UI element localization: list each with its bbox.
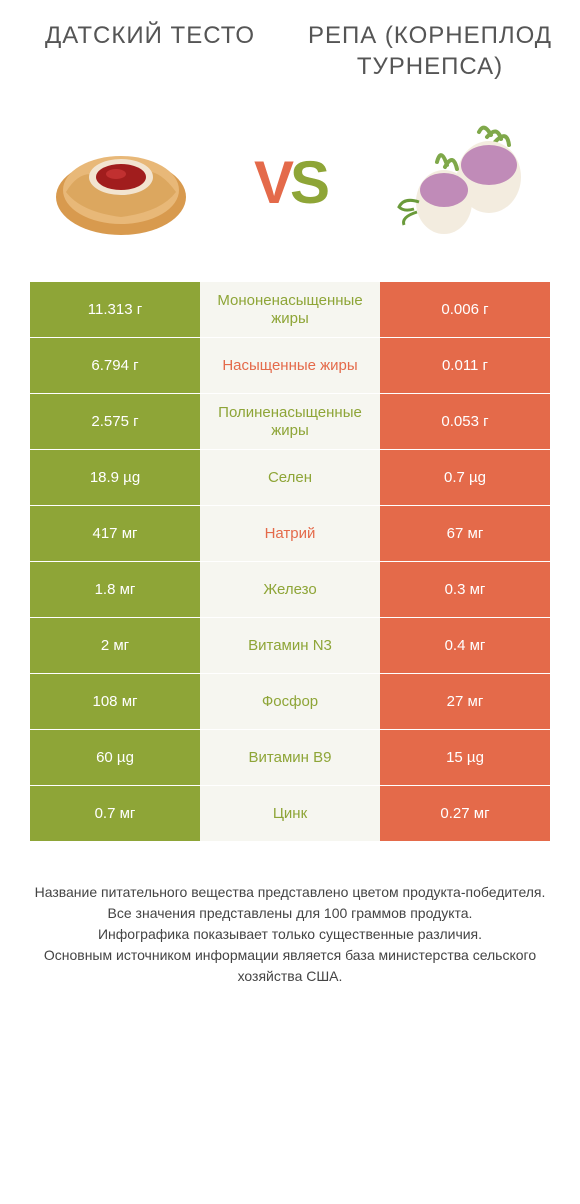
left-value: 11.313 г [30,282,200,337]
left-value: 60 µg [30,730,200,785]
right-value: 0.3 мг [380,562,550,617]
right-value: 0.27 мг [380,786,550,841]
right-value: 0.053 г [380,394,550,449]
images-row: VS [0,92,580,282]
nutrient-label: Железо [200,562,380,617]
right-value: 0.011 г [380,338,550,393]
vs-v: V [254,149,290,216]
left-value: 18.9 µg [30,450,200,505]
nutrient-label: Витамин B9 [200,730,380,785]
right-value: 67 мг [380,506,550,561]
header-row: ДАТСКИЙ ТЕСТО РЕПА (КОРНЕПЛОД ТУРНЕПСА) [0,0,580,92]
table-row: 2 мгВитамин N30.4 мг [30,618,550,674]
nutrient-label: Натрий [200,506,380,561]
table-row: 2.575 гПолиненасыщенные жиры0.053 г [30,394,550,450]
vs-label: VS [254,148,326,217]
right-value: 0.4 мг [380,618,550,673]
footer-line: Все значения представлены для 100 граммо… [30,903,550,924]
nutrient-table: 11.313 гМононенасыщенные жиры0.006 г6.79… [30,282,550,842]
table-row: 11.313 гМононенасыщенные жиры0.006 г [30,282,550,338]
table-row: 6.794 гНасыщенные жиры0.011 г [30,338,550,394]
left-value: 0.7 мг [30,786,200,841]
left-value: 6.794 г [30,338,200,393]
right-product-image [369,112,549,252]
left-value: 1.8 мг [30,562,200,617]
table-row: 0.7 мгЦинк0.27 мг [30,786,550,842]
left-value: 417 мг [30,506,200,561]
left-product-title: ДАТСКИЙ ТЕСТО [10,20,290,82]
right-value: 15 µg [380,730,550,785]
left-value: 108 мг [30,674,200,729]
left-product-image [31,112,211,252]
vs-s: S [290,149,326,216]
right-product-title: РЕПА (КОРНЕПЛОД ТУРНЕПСА) [290,20,570,82]
nutrient-label: Полиненасыщенные жиры [200,394,380,449]
nutrient-label: Фосфор [200,674,380,729]
footer-line: Инфографика показывает только существенн… [30,924,550,945]
footer-notes: Название питательного вещества представл… [0,842,580,1017]
nutrient-label: Цинк [200,786,380,841]
nutrient-label: Витамин N3 [200,618,380,673]
table-row: 108 мгФосфор27 мг [30,674,550,730]
footer-line: Название питательного вещества представл… [30,882,550,903]
nutrient-label: Насыщенные жиры [200,338,380,393]
footer-line: Основным источником информации является … [30,945,550,987]
right-value: 0.006 г [380,282,550,337]
table-row: 1.8 мгЖелезо0.3 мг [30,562,550,618]
left-value: 2 мг [30,618,200,673]
table-row: 417 мгНатрий67 мг [30,506,550,562]
nutrient-label: Селен [200,450,380,505]
nutrient-label: Мононенасыщенные жиры [200,282,380,337]
left-value: 2.575 г [30,394,200,449]
right-value: 27 мг [380,674,550,729]
table-row: 60 µgВитамин B915 µg [30,730,550,786]
right-value: 0.7 µg [380,450,550,505]
table-row: 18.9 µgСелен0.7 µg [30,450,550,506]
